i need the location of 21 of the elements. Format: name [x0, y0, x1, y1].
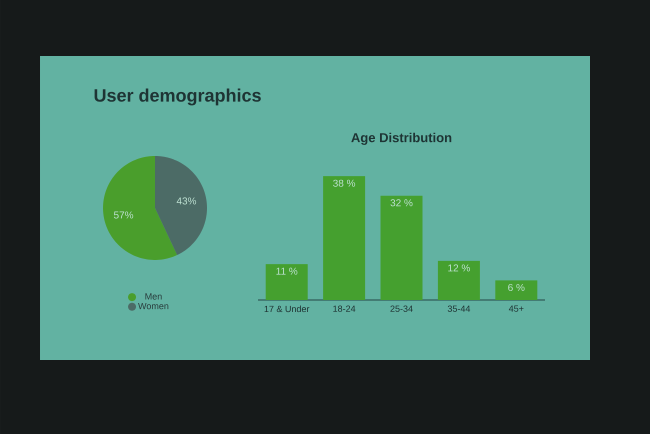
x-tick-label: 45+	[508, 306, 524, 312]
chart-title: User demographics	[94, 88, 261, 106]
x-tick-label: 18-24	[333, 306, 356, 312]
bar	[323, 176, 366, 300]
bar	[380, 196, 423, 300]
x-tick-label: 17 & Under	[264, 306, 310, 312]
bar	[438, 260, 480, 300]
data-label: 43%	[176, 197, 196, 204]
data-label: 38 %	[333, 180, 356, 187]
chart-title: Age Distribution	[351, 132, 452, 145]
legend-label: Men	[145, 293, 162, 300]
data-label: 32 %	[390, 199, 413, 206]
bar	[495, 280, 538, 300]
data-label: 57%	[114, 212, 134, 219]
data-label: 6 %	[508, 284, 525, 292]
bar	[266, 264, 308, 300]
data-label: 12 %	[448, 264, 470, 272]
x-tick-label: 25-34	[390, 306, 413, 312]
x-tick-label: 35-44	[448, 306, 470, 312]
legend-label: Women	[138, 302, 168, 310]
data-label: 11 %	[276, 268, 298, 275]
